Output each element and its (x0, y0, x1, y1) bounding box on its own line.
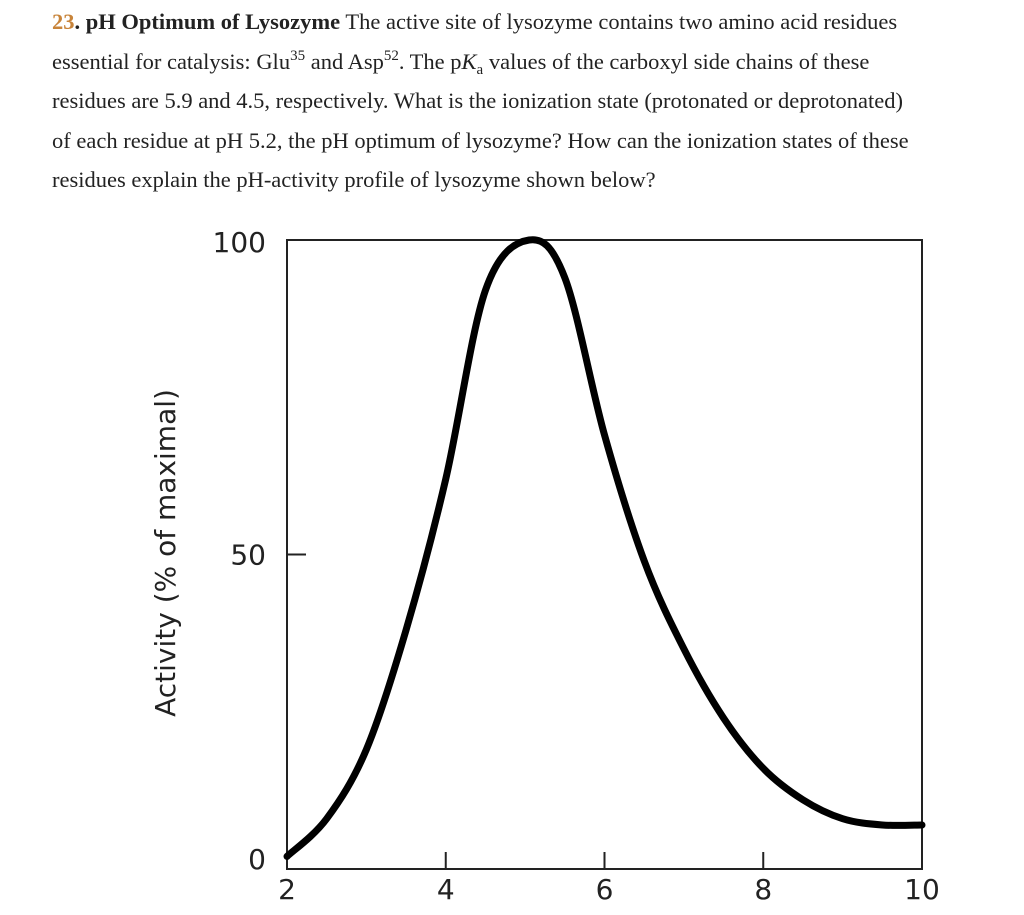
y-tick-label: 0 (248, 843, 266, 876)
question-line-1: 23. pH Optimum of Lysozyme The active si… (52, 4, 1024, 44)
subscript: a (476, 61, 484, 78)
text: . The p (398, 48, 462, 74)
question-line-4: of each residue at pH 5.2, the pH optimu… (52, 127, 909, 153)
plot-frame (286, 239, 923, 870)
text: and Asp (305, 48, 384, 74)
question-line-3: residues are 5.9 and 4.5, respectively. … (52, 88, 903, 113)
text: essential for catalysis: Glu (52, 48, 291, 74)
question-title: pH Optimum of Lysozyme (85, 9, 341, 34)
y-axis-label: Activity (% of maximal) (149, 389, 182, 717)
text: K (461, 48, 477, 74)
activity-curve (283, 236, 926, 860)
question-number: 23 (52, 9, 75, 34)
question-text-1: The active site of lysozyme contains two… (340, 9, 898, 34)
x-tick-label: 2 (278, 873, 296, 906)
text: values of the carboxyl side chains of th… (483, 48, 870, 74)
x-tick-label: 4 (437, 873, 455, 906)
x-tick-label: 6 (596, 873, 614, 906)
x-tick-label: 8 (754, 873, 772, 906)
question-period: . (74, 9, 86, 34)
y-tick-label: 100 (213, 226, 266, 259)
question-line-5: residues explain the pH-activity profile… (52, 167, 656, 192)
superscript: 35 (290, 47, 306, 64)
x-tick-label: 10 (904, 873, 940, 906)
y-tick-label: 50 (230, 539, 266, 572)
question-text: 23. pH Optimum of Lysozyme The active si… (52, 4, 1024, 202)
superscript: 52 (383, 47, 399, 64)
question-line-2: essential for catalysis: Glu35 and Asp52… (52, 44, 1024, 84)
